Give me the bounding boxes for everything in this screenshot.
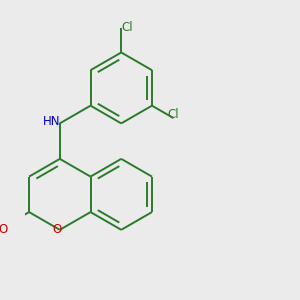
Text: Cl: Cl: [168, 108, 179, 121]
Text: HN: HN: [43, 115, 61, 128]
Text: O: O: [52, 223, 62, 236]
Text: O: O: [0, 223, 7, 236]
Text: Cl: Cl: [122, 21, 134, 34]
